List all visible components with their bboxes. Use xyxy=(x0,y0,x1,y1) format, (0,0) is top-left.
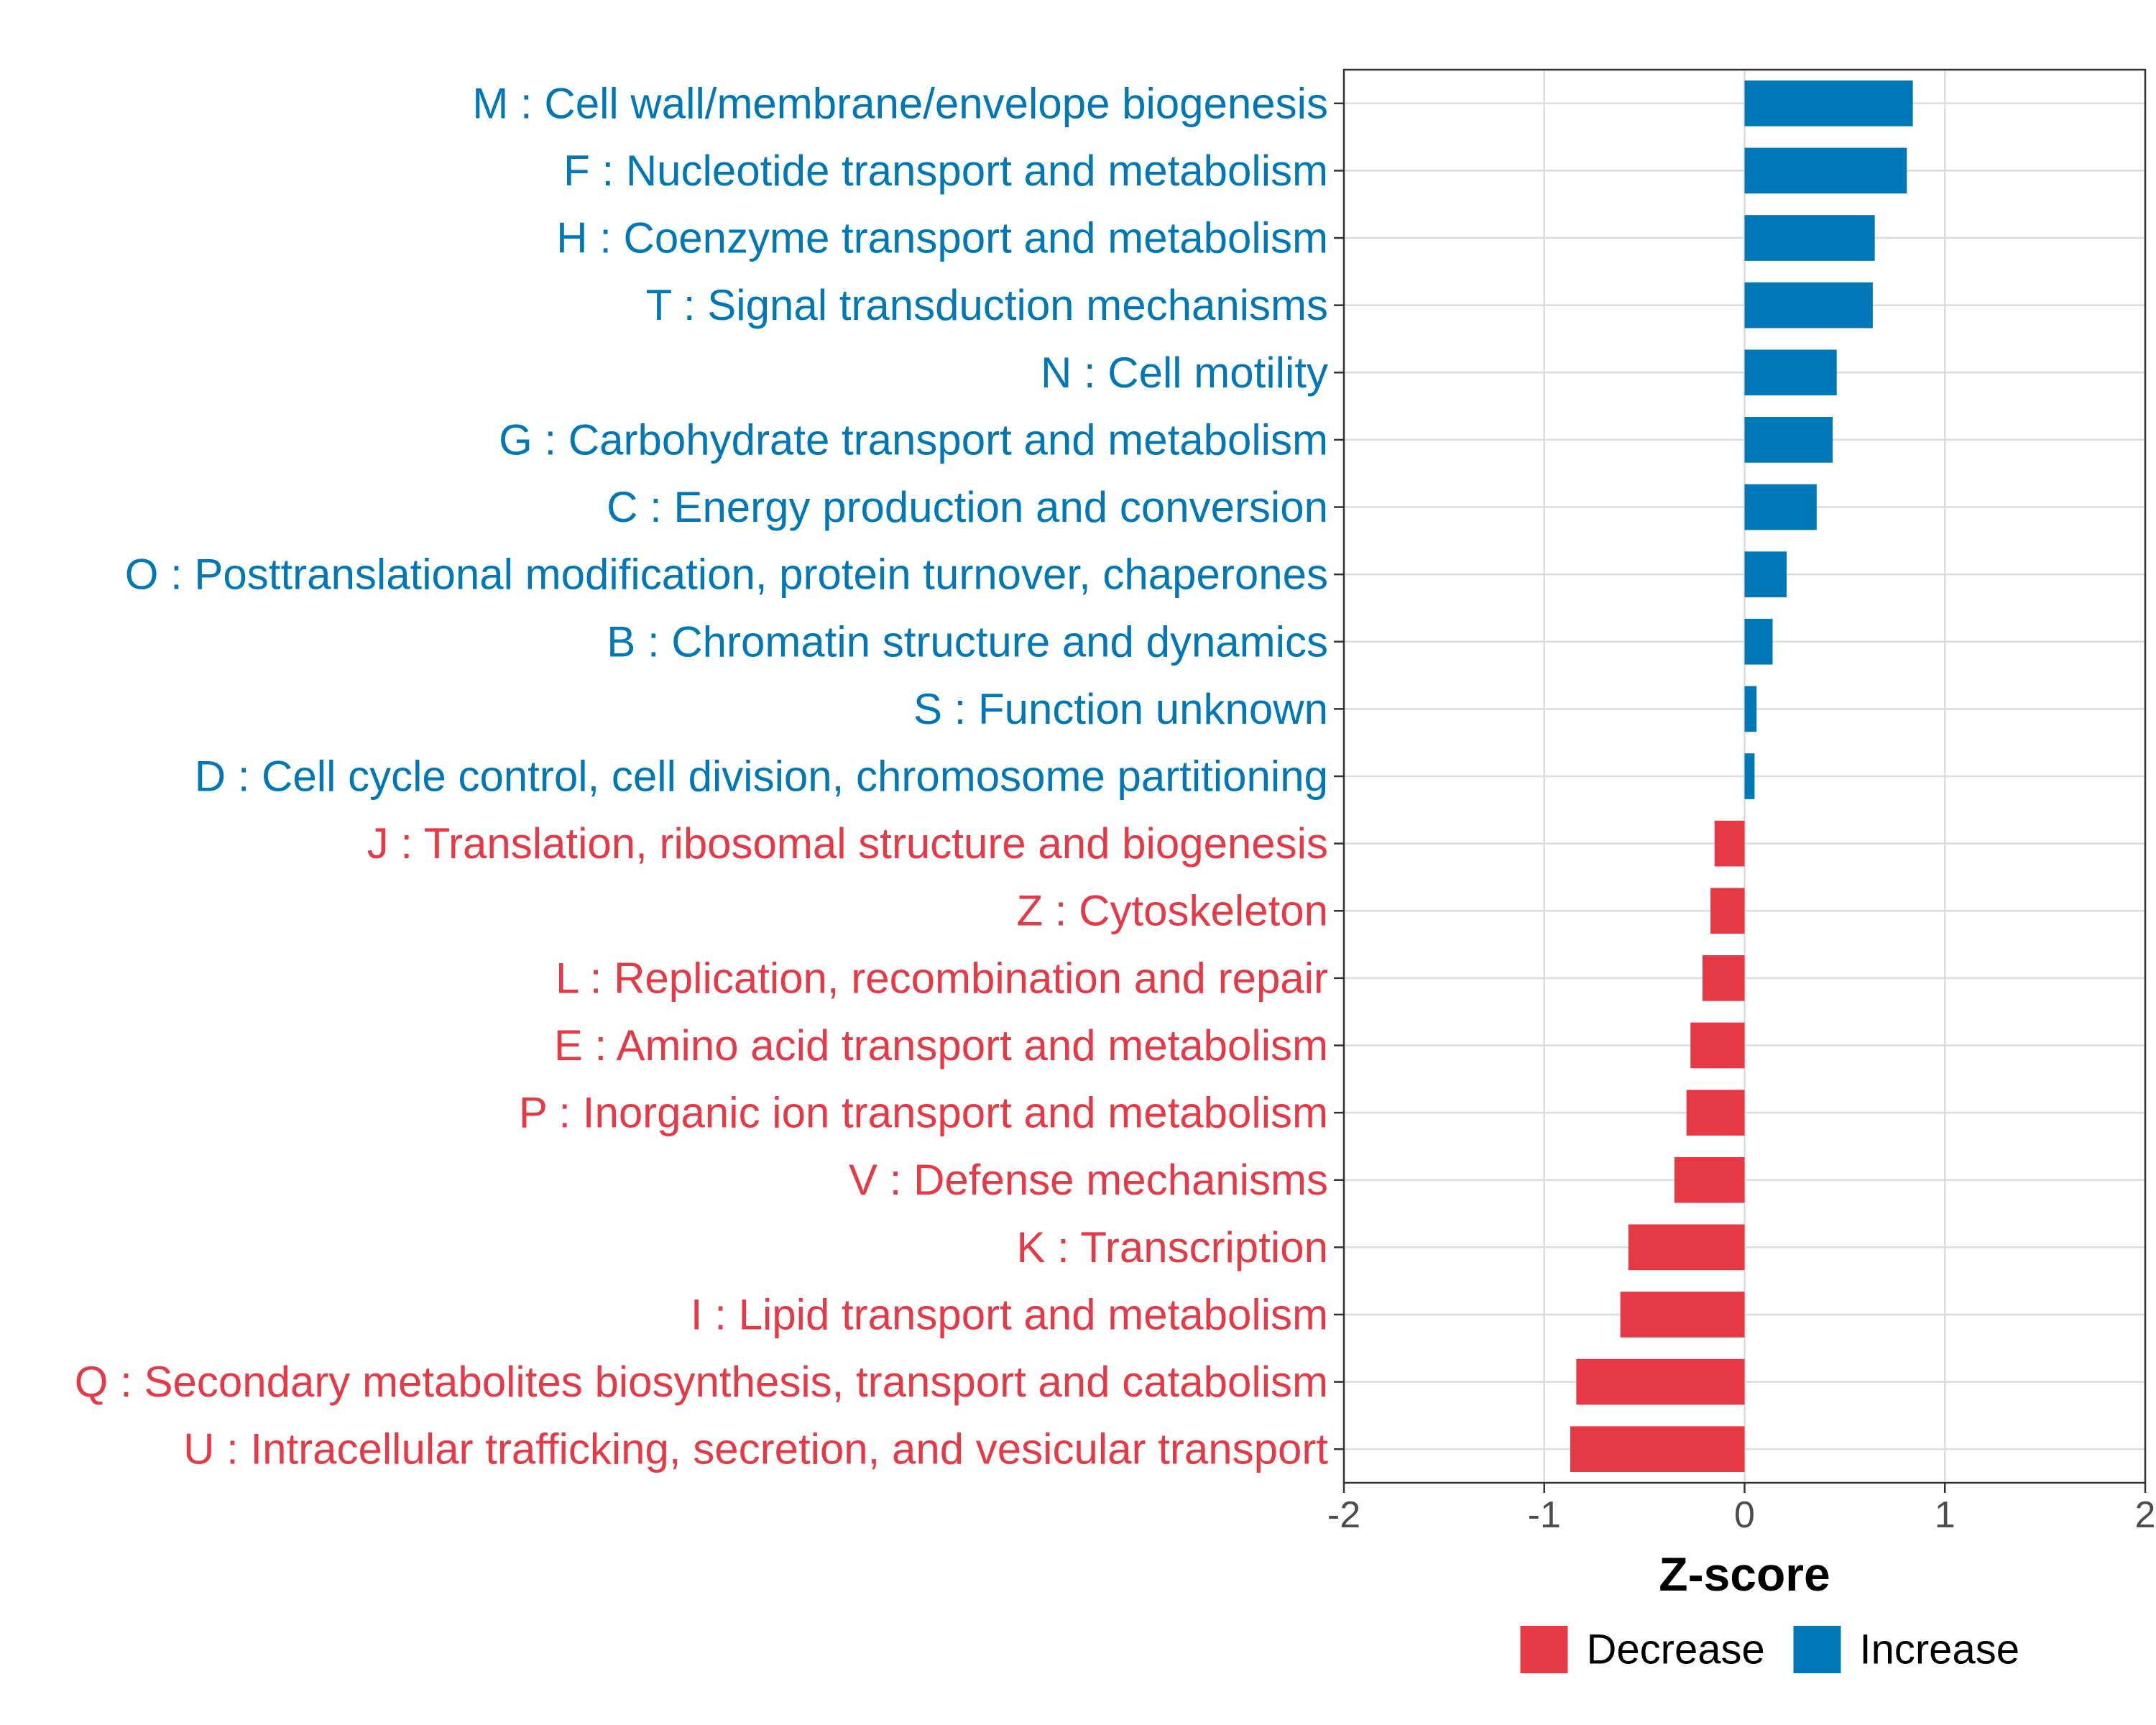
category-label: U : Intracellular trafficking, secretion… xyxy=(183,1425,1328,1473)
legend: Decrease Increase xyxy=(1520,1626,2019,1673)
bar-increase xyxy=(1744,618,1773,665)
bar-increase xyxy=(1744,753,1755,799)
legend-key-increase xyxy=(1793,1626,1841,1673)
category-label: M : Cell wall/membrane/envelope biogenes… xyxy=(472,79,1328,127)
category-label: S : Function unknown xyxy=(913,685,1328,733)
bar-decrease xyxy=(1714,820,1745,867)
x-tick-label: 1 xyxy=(1935,1494,1955,1536)
category-label: J : Translation, ribosomal structure and… xyxy=(367,819,1328,868)
bars-layer xyxy=(1570,80,1913,1473)
x-tick-label: -2 xyxy=(1327,1494,1360,1536)
category-label: C : Energy production and conversion xyxy=(607,483,1328,531)
bar-increase xyxy=(1744,282,1873,328)
bar-decrease xyxy=(1710,888,1745,934)
bar-increase xyxy=(1744,349,1837,396)
x-tick-label: 0 xyxy=(1734,1494,1755,1536)
bar-decrease xyxy=(1576,1358,1745,1405)
category-label: F : Nucleotide transport and metabolism xyxy=(563,147,1328,195)
category-label: E : Amino acid transport and metabolism xyxy=(554,1021,1328,1070)
category-label: V : Defense mechanisms xyxy=(849,1156,1328,1204)
bar-decrease xyxy=(1690,1022,1745,1069)
category-label: B : Chromatin structure and dynamics xyxy=(607,617,1328,666)
y-axis: M : Cell wall/membrane/envelope biogenes… xyxy=(75,79,1344,1473)
legend-label-decrease: Decrease xyxy=(1587,1627,1765,1673)
legend-key-decrease xyxy=(1520,1626,1568,1673)
x-tick-label: -1 xyxy=(1528,1494,1561,1536)
bar-decrease xyxy=(1570,1426,1745,1473)
category-label: K : Transcription xyxy=(1016,1223,1328,1271)
bar-decrease xyxy=(1686,1090,1745,1136)
bar-increase xyxy=(1744,417,1833,463)
bar-decrease xyxy=(1674,1156,1745,1203)
bar-increase xyxy=(1744,484,1817,530)
category-label: N : Cell motility xyxy=(1041,349,1328,397)
bar-increase xyxy=(1744,147,1907,194)
legend-label-increase: Increase xyxy=(1860,1627,2019,1673)
category-label: I : Lipid transport and metabolism xyxy=(691,1290,1328,1338)
category-label: P : Inorganic ion transport and metaboli… xyxy=(519,1089,1328,1137)
x-axis: -2 -1 0 1 2 xyxy=(1327,1483,2156,1536)
category-label: Z : Cytoskeleton xyxy=(1016,887,1328,935)
bar-increase xyxy=(1744,80,1913,126)
bar-decrease xyxy=(1620,1292,1745,1338)
bar-decrease xyxy=(1702,955,1745,1001)
bar-increase xyxy=(1744,551,1787,597)
category-label: Q : Secondary metabolites biosynthesis, … xyxy=(75,1358,1328,1406)
category-label: H : Coenzyme transport and metabolism xyxy=(556,214,1328,262)
category-label: O : Posttranslational modification, prot… xyxy=(125,551,1328,599)
bar-increase xyxy=(1744,686,1757,732)
category-label: T : Signal transduction mechanisms xyxy=(646,281,1328,329)
x-axis-title: Z-score xyxy=(1659,1547,1830,1601)
bar-increase xyxy=(1744,215,1875,261)
category-label: L : Replication, recombination and repai… xyxy=(556,954,1328,1002)
category-label: D : Cell cycle control, cell division, c… xyxy=(195,753,1328,801)
bar-decrease xyxy=(1628,1224,1745,1271)
x-tick-label: 2 xyxy=(2135,1494,2156,1536)
category-label: G : Carbohydrate transport and metabolis… xyxy=(499,415,1328,464)
